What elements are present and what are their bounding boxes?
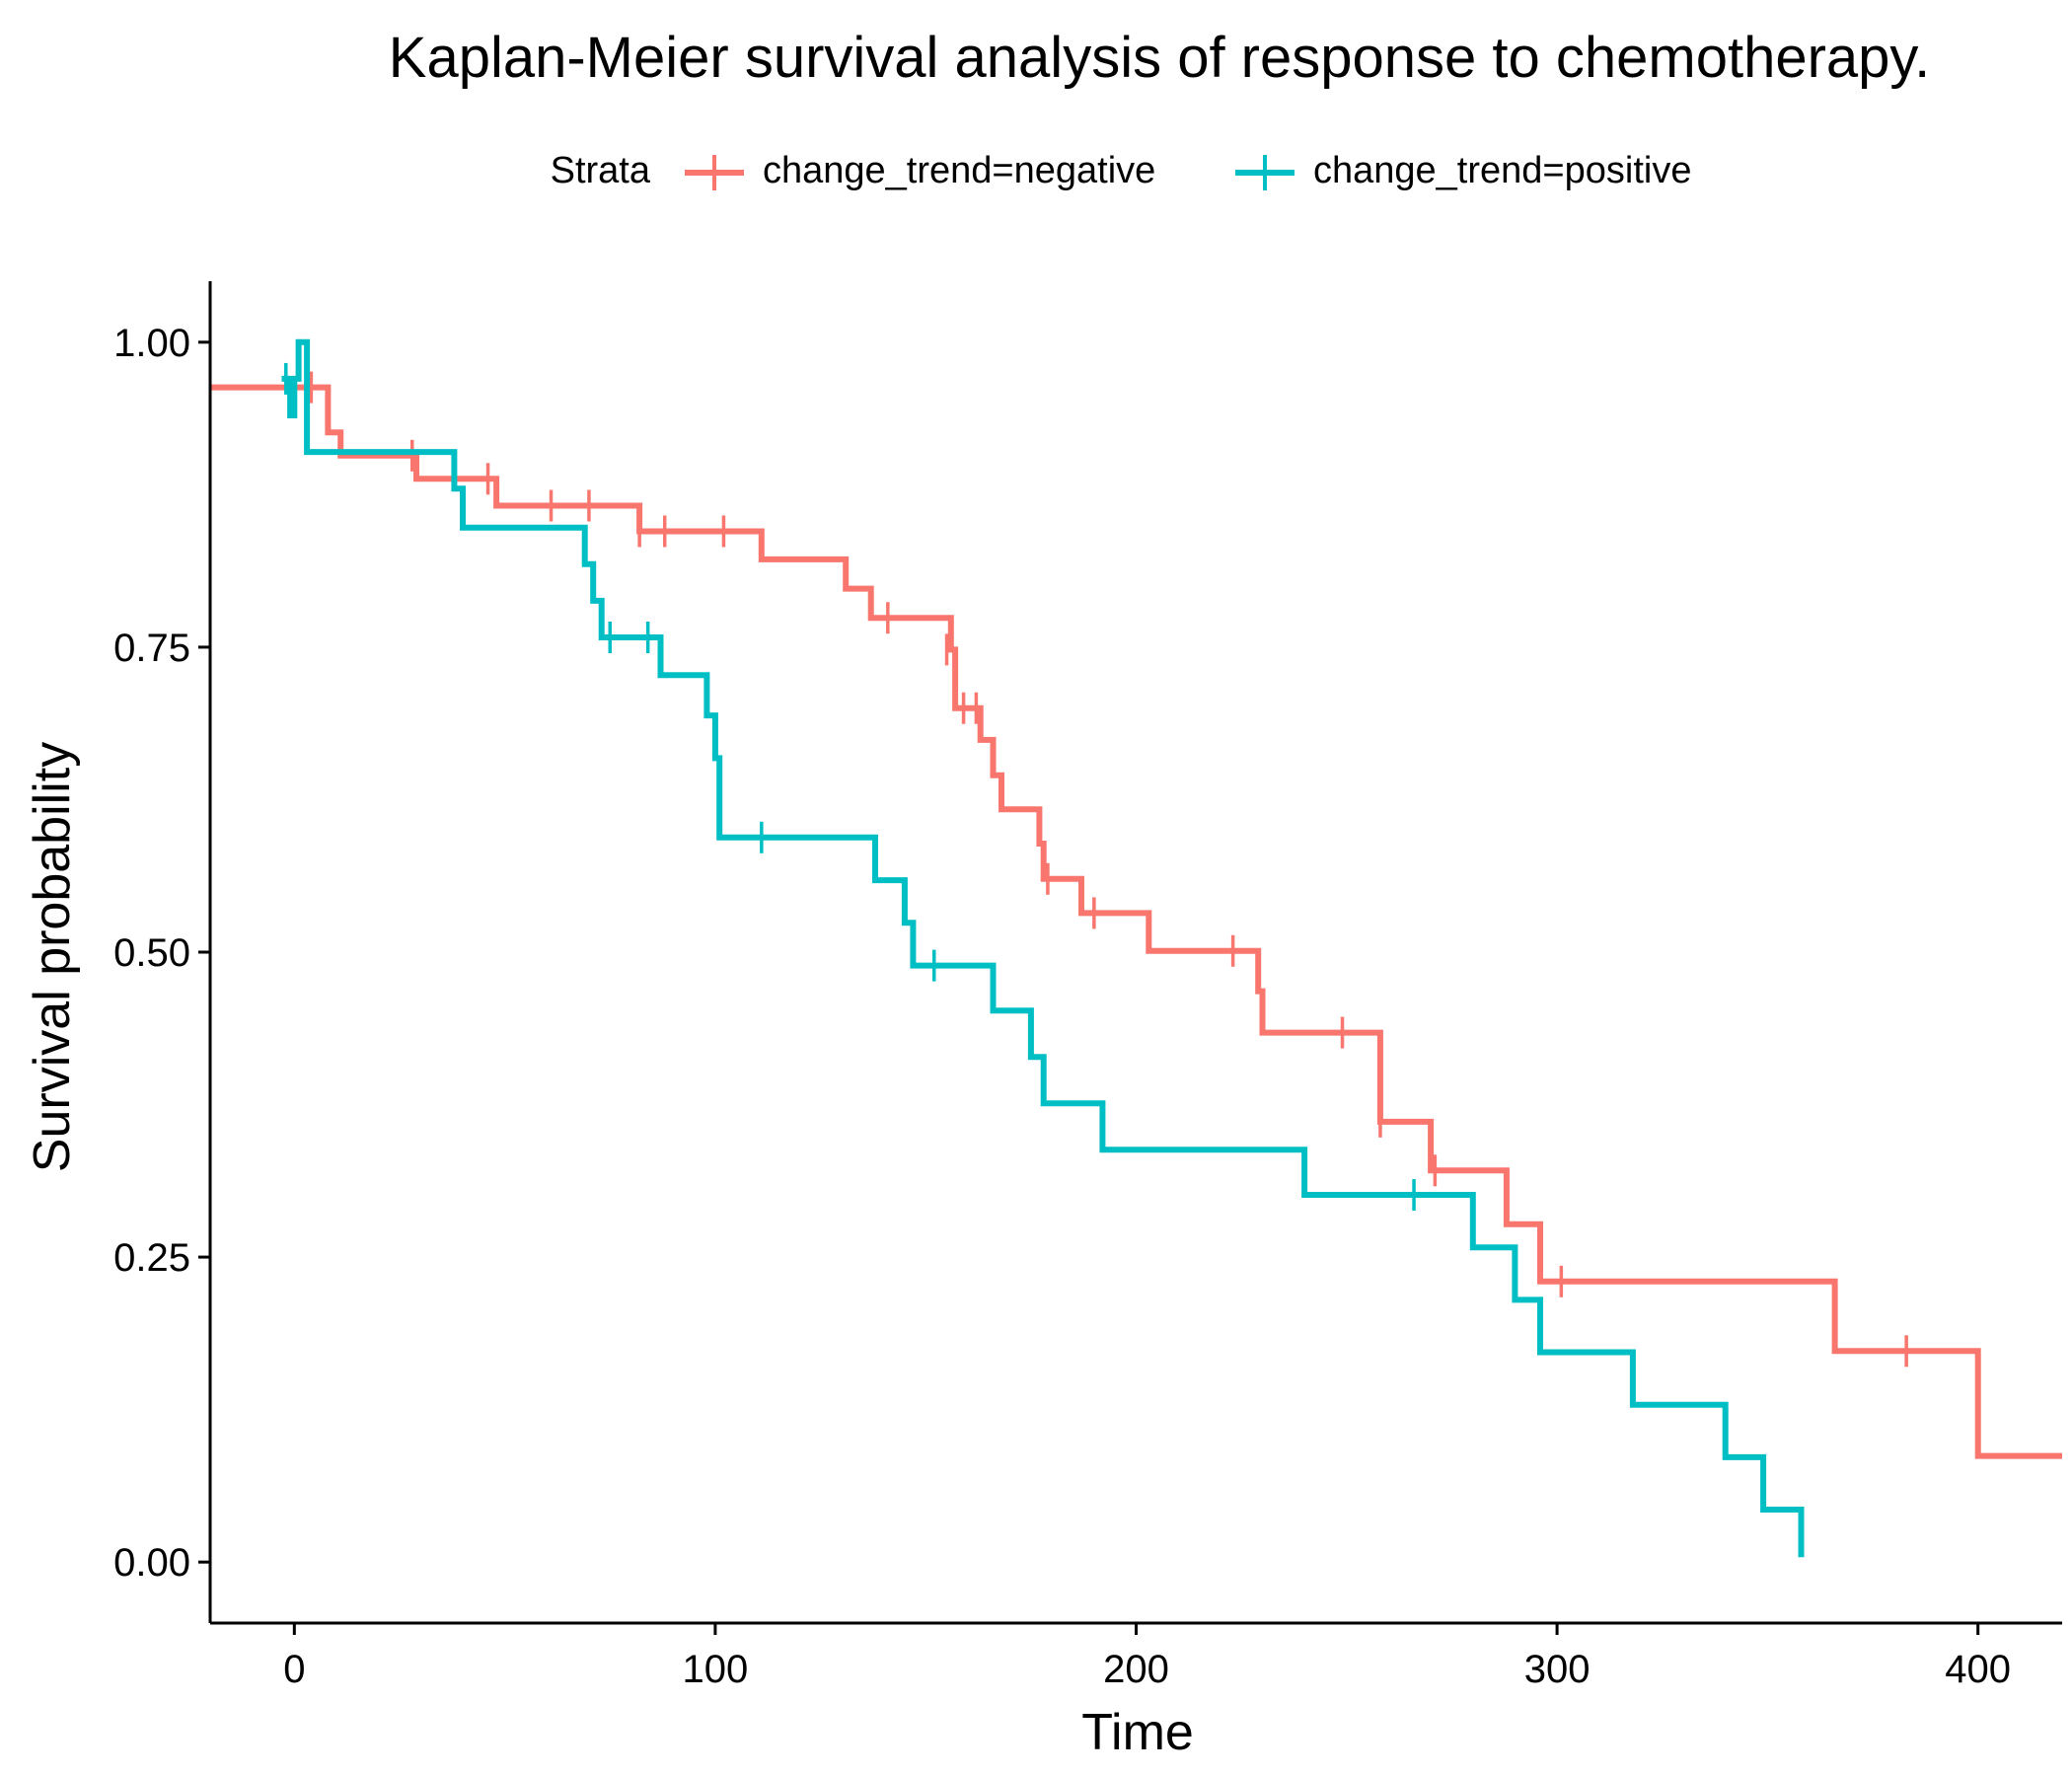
legend-key-negative [685,155,744,190]
x-tick-label: 400 [1945,1648,2011,1691]
survival-curve-negative [210,384,2062,1459]
y-tick-label: 0.50 [113,931,190,975]
x-tick-label: 200 [1103,1648,1169,1691]
legend-title: Strata [551,150,651,191]
legend-label-negative: change_trend=negative [763,150,1155,191]
x-tick-label: 0 [283,1648,305,1691]
legend: Strata change_trend=negative change_tren… [551,150,1692,191]
chart-title: Kaplan-Meier survival analysis of respon… [389,26,1930,90]
y-axis-ticks: 0.00 0.25 0.50 0.75 1.00 [113,322,210,1585]
y-tick-label: 0.75 [113,627,190,670]
legend-label-positive: change_trend=positive [1313,150,1691,191]
x-tick-label: 300 [1524,1648,1591,1691]
y-tick-label: 0.25 [113,1236,190,1280]
y-tick-label: 0.00 [113,1541,190,1585]
y-axis-title: Survival probability [24,742,81,1172]
x-axis-ticks: 0 100 200 300 400 [283,1623,2011,1691]
x-axis-title: Time [1081,1704,1194,1761]
x-tick-label: 100 [683,1648,749,1691]
legend-key-positive [1235,155,1295,190]
survival-curve-positive [281,338,1805,1558]
plot-area [210,338,2062,1558]
y-tick-label: 1.00 [113,322,190,365]
